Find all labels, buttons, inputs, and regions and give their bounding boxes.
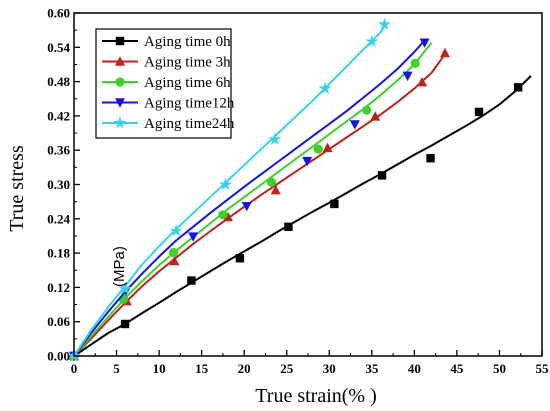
tick-layer: 0 5 10 15 20 25 30 35 40 45 50 55 0.00 0.06 0.12 0.18 0.… xyxy=(47,6,549,377)
x-tick-label: 30 xyxy=(323,361,336,376)
data-point-triangle-up xyxy=(115,56,125,66)
data-point-square xyxy=(426,154,435,163)
series-line xyxy=(73,51,448,357)
x-tick-label: 40 xyxy=(408,361,421,376)
legend: Aging time 0h Aging time 3h Aging time 6h A… xyxy=(95,28,235,139)
data-point-star xyxy=(268,132,282,145)
data-point-circle xyxy=(410,58,420,68)
data-point-star xyxy=(378,17,392,30)
data-point-star xyxy=(318,81,332,94)
series-2 xyxy=(69,42,433,361)
plot-frame xyxy=(73,12,543,357)
data-point-square xyxy=(513,83,523,92)
x-tick-label: 5 xyxy=(113,361,120,376)
y-tick-label: 0.42 xyxy=(47,108,70,123)
unit-annotation: (MPa) xyxy=(111,246,128,287)
y-tick-label: 0.00 xyxy=(47,349,70,364)
x-axis-title: True strain(% ) xyxy=(255,385,376,407)
data-point-triangle-up xyxy=(417,76,428,87)
x-tick-label: 20 xyxy=(238,361,251,376)
data-point-star xyxy=(365,34,379,48)
data-point-circle xyxy=(168,247,179,258)
x-tick-label: 10 xyxy=(153,361,166,376)
data-point-triangle-down xyxy=(188,232,199,242)
legend-item: Aging time24h xyxy=(102,116,235,132)
y-tick-label: 0.30 xyxy=(47,177,70,192)
data-point-star xyxy=(218,177,232,190)
data-point-star xyxy=(118,282,132,295)
x-tick-label: 35 xyxy=(365,361,379,376)
y-tick-label: 0.18 xyxy=(47,246,70,261)
x-tick-label: 45 xyxy=(450,361,464,376)
legend-item: Aging time12h xyxy=(102,96,235,112)
data-point-triangle-up xyxy=(169,255,180,266)
data-point-square xyxy=(187,276,196,285)
data-point-square xyxy=(235,254,245,263)
data-point-square xyxy=(120,319,130,329)
series-0 xyxy=(69,75,532,361)
data-point-triangle-up xyxy=(439,47,450,58)
legend-item: Aging time 3h xyxy=(102,55,231,71)
data-point-circle xyxy=(313,144,323,154)
data-point-triangle-up xyxy=(322,142,333,153)
series-line xyxy=(73,39,426,357)
data-point-triangle-up xyxy=(270,185,281,195)
data-point-triangle-up xyxy=(370,111,381,121)
data-point-square xyxy=(284,222,293,232)
x-tick-label: 55 xyxy=(536,361,550,376)
data-point-circle xyxy=(266,177,277,187)
legend-label: Aging time12h xyxy=(144,96,235,112)
series-1 xyxy=(69,47,450,361)
data-point-triangle-down xyxy=(241,202,252,212)
y-tick-label: 0.36 xyxy=(47,143,70,158)
series-layer xyxy=(67,17,532,362)
y-tick-label: 0.60 xyxy=(47,6,70,21)
legend-item: Aging time 6h xyxy=(102,75,231,91)
data-point-circle xyxy=(362,105,372,115)
data-point-star xyxy=(169,224,183,237)
series-line xyxy=(73,22,388,357)
data-point-star xyxy=(113,116,127,129)
data-point-square xyxy=(330,199,339,209)
series-line xyxy=(73,75,532,357)
data-point-triangle-down xyxy=(402,71,413,82)
x-tick-label: 50 xyxy=(493,361,506,376)
y-tick-label: 0.12 xyxy=(47,280,70,295)
data-point-circle xyxy=(115,77,125,87)
x-tick-label: 0 xyxy=(71,361,78,376)
y-tick-label: 0.48 xyxy=(47,74,70,89)
legend-label: Aging time 3h xyxy=(144,55,231,71)
data-point-square xyxy=(115,36,125,46)
x-tick-label: 25 xyxy=(280,361,294,376)
x-tick-label: 15 xyxy=(195,361,209,376)
series-line xyxy=(73,42,433,357)
data-point-triangle-down xyxy=(419,38,430,48)
data-point-circle xyxy=(218,210,228,220)
data-point-square xyxy=(474,107,484,117)
legend-label: Aging time 6h xyxy=(144,75,231,91)
data-point-circle xyxy=(118,294,128,305)
data-point-square xyxy=(377,171,387,180)
data-point-triangle-down xyxy=(302,156,313,167)
y-tick-label: 0.06 xyxy=(47,314,70,329)
legend-item: Aging time 0h xyxy=(102,34,231,50)
legend-label: Aging time24h xyxy=(144,116,235,132)
data-point-triangle-down xyxy=(349,120,360,130)
data-point-triangle-up xyxy=(223,211,234,222)
y-tick-label: 0.24 xyxy=(47,211,70,226)
data-point-triangle-down xyxy=(115,98,125,108)
legend-label: Aging time 0h xyxy=(144,34,231,50)
y-axis-title: True stress xyxy=(6,145,28,232)
y-tick-label: 0.54 xyxy=(47,40,70,55)
